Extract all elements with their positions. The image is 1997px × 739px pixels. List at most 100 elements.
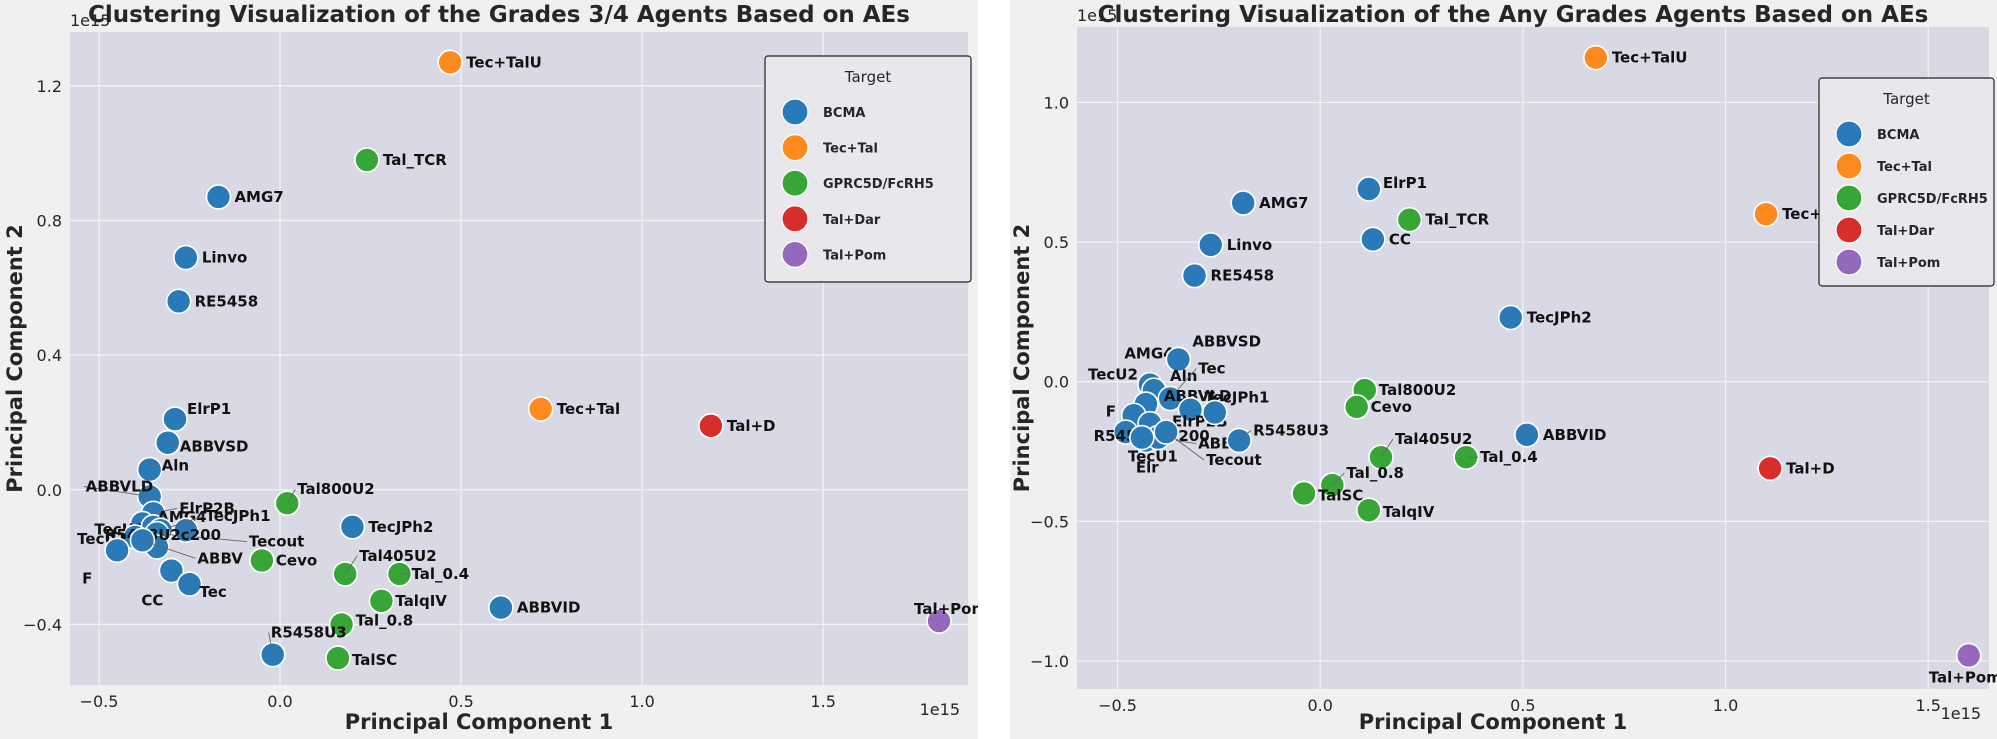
legend: Target BCMA Tec+Tal GPRC5D/FcRH5 Tal+Dar Tal+… bbox=[1818, 77, 1995, 287]
data-point: Tal405U2 bbox=[1368, 430, 1473, 470]
point-label: RE5458 bbox=[195, 292, 259, 310]
data-point: Tal+D bbox=[1757, 455, 1835, 482]
point-marker bbox=[165, 288, 192, 315]
x-tick-label: 1.5 bbox=[1915, 696, 1940, 715]
point-label: Tal_0.8 bbox=[1346, 464, 1404, 482]
point-marker bbox=[339, 513, 366, 540]
legend-entry: Tec+Tal bbox=[823, 142, 878, 157]
data-point: Tec+Tal bbox=[527, 396, 620, 422]
y-tick-label: 1.0 bbox=[1044, 93, 1069, 112]
data-point: Linvo bbox=[173, 244, 247, 271]
point-marker bbox=[1356, 176, 1382, 202]
legend-entry: Tal+Dar bbox=[1877, 224, 1935, 239]
legend-marker bbox=[1835, 216, 1863, 244]
point-marker bbox=[1583, 44, 1609, 71]
point-label: AMG7 bbox=[1259, 194, 1308, 212]
label-leader-line bbox=[83, 486, 150, 497]
point-label: Tal_TCR bbox=[383, 151, 447, 169]
point-label: Tec+TalU bbox=[1612, 49, 1688, 67]
point-marker bbox=[1129, 424, 1155, 451]
legend-box bbox=[764, 55, 972, 283]
data-point: Tal_0.4 bbox=[1453, 444, 1538, 470]
legend-marker bbox=[781, 134, 809, 162]
data-point: ABBVID bbox=[1514, 422, 1607, 448]
legend: Target BCMA Tec+Tal GPRC5D/FcRH5 Tal+Dar Tal+… bbox=[764, 55, 972, 283]
point-marker bbox=[1197, 232, 1224, 258]
data-point: TecJPh2 bbox=[1497, 304, 1592, 331]
point-marker bbox=[1356, 497, 1382, 524]
point-label: Linvo bbox=[202, 249, 247, 267]
data-point: Tal_TCR bbox=[354, 147, 447, 173]
y-scale-label: 1e15 bbox=[1077, 6, 1117, 25]
point-label: TalqIV bbox=[1383, 503, 1435, 521]
data-point: Tal_0.4 bbox=[386, 561, 469, 587]
point-label: Aln bbox=[1170, 367, 1197, 385]
point-label: AMG7 bbox=[234, 188, 283, 206]
point-marker bbox=[368, 588, 395, 614]
point-label: F bbox=[82, 569, 92, 587]
point-marker bbox=[1955, 642, 1982, 669]
point-label: Tal405U2 bbox=[359, 547, 437, 565]
point-marker bbox=[1360, 226, 1386, 253]
legend-entry: GPRC5D/FcRH5 bbox=[823, 177, 934, 192]
data-point: Cevo bbox=[1343, 394, 1412, 420]
point-marker bbox=[249, 547, 275, 574]
y-tick-label: 0.0 bbox=[1044, 373, 1069, 392]
right-scatter-chart: −0.5 0.0 0.5 1.0 1.5 −1.0 −0.5 0.0 0.5 1.0 1e15 1e1… bbox=[1010, 2, 1997, 734]
legend-entry: Tal+Pom bbox=[1877, 256, 1940, 271]
label-leader-line bbox=[167, 442, 178, 448]
data-point: Cevo bbox=[249, 547, 317, 574]
data-point: AMG7 bbox=[205, 184, 284, 210]
point-label: TalqIV bbox=[395, 592, 447, 610]
point-marker bbox=[205, 184, 232, 210]
point-label: AMG4 bbox=[1124, 344, 1173, 362]
legend-title: Target bbox=[844, 68, 892, 86]
data-point: Tec+TalU bbox=[437, 49, 542, 76]
point-marker bbox=[104, 537, 130, 564]
point-marker bbox=[354, 147, 380, 173]
y-tick-label: 0.0 bbox=[37, 481, 62, 500]
data-point: TalSC bbox=[1291, 480, 1363, 507]
data-point: ABBVID bbox=[488, 594, 580, 621]
point-label: Aln bbox=[162, 457, 189, 475]
label-leader-line bbox=[1380, 438, 1394, 458]
point-label: CC bbox=[141, 592, 163, 610]
data-point: ABBVSD bbox=[1165, 332, 1261, 373]
point-label: TecU1 bbox=[1128, 447, 1178, 465]
legend-marker bbox=[1835, 152, 1863, 180]
point-marker bbox=[1757, 455, 1783, 482]
data-point: ElrP1 bbox=[162, 400, 231, 432]
x-scale-label: 1e15 bbox=[920, 700, 960, 719]
chart-title: Clustering Visualization of the Grades 3… bbox=[88, 2, 910, 28]
label-leader-line bbox=[268, 632, 274, 655]
x-axis-label: Principal Component 1 bbox=[1359, 710, 1628, 734]
point-label: ABBVID bbox=[1543, 426, 1607, 444]
data-point: TalqIV bbox=[1356, 497, 1435, 524]
data-point: RE5458 bbox=[1181, 262, 1274, 289]
y-tick-label: −0.4 bbox=[23, 615, 62, 634]
x-tick-label: 0.5 bbox=[1510, 696, 1535, 715]
data-point: Linvo bbox=[1197, 232, 1272, 258]
point-label: Tec+Tal bbox=[557, 400, 620, 418]
x-tick-label: 1.0 bbox=[1713, 696, 1738, 715]
point-marker bbox=[1291, 480, 1317, 507]
point-label: Tecout bbox=[249, 533, 304, 551]
point-marker bbox=[1226, 427, 1252, 454]
legend-box bbox=[1818, 77, 1995, 287]
point-marker bbox=[176, 571, 203, 597]
point-marker bbox=[1497, 304, 1524, 331]
point-label: Linvo bbox=[1227, 236, 1272, 254]
point-marker bbox=[162, 406, 188, 432]
data-point: RE5458 bbox=[165, 288, 259, 315]
point-marker bbox=[1514, 422, 1540, 448]
point-marker bbox=[328, 611, 355, 638]
data-point: Tal_TCR bbox=[1396, 206, 1490, 233]
point-marker bbox=[158, 557, 185, 584]
data-point bbox=[1202, 399, 1228, 426]
data-point: R5458U3 bbox=[259, 624, 347, 668]
legend-marker bbox=[781, 205, 809, 233]
left-chart-panel: −0.5 0.0 0.5 1.0 1.5 −0.4 0.0 0.4 0.8 1.2 1e15 1e15… bbox=[0, 0, 978, 739]
data-point: CC bbox=[141, 557, 185, 610]
y-tick-label: 0.4 bbox=[37, 346, 62, 365]
data-point: Elr bbox=[1129, 424, 1159, 477]
